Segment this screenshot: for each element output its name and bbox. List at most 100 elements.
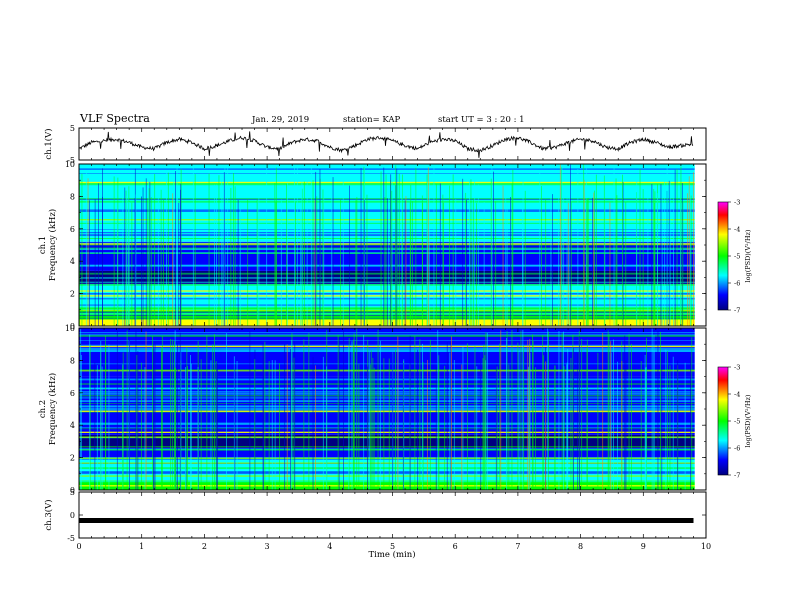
sferic-line (303, 339, 305, 490)
spec-ylabel-line: Frequency (kHz) (47, 373, 58, 445)
sferic-line (383, 167, 385, 326)
sferic-line (435, 183, 437, 326)
sferic-line (266, 168, 268, 326)
sferic-line (161, 336, 163, 490)
sferic-line (89, 344, 91, 490)
y-tick-label: 0 (70, 486, 75, 495)
x-tick-label: 9 (641, 542, 646, 551)
sferic-line (563, 366, 565, 490)
x-tick-label: 5 (390, 542, 395, 551)
sferic-line (402, 362, 404, 490)
sferic-line (512, 169, 514, 326)
sferic-line (415, 167, 417, 326)
sferic-line (654, 191, 656, 326)
sferic-line (315, 171, 317, 326)
sferic-line (197, 366, 199, 490)
sferic-line (294, 341, 296, 490)
sferic-line (353, 333, 355, 490)
sferic-line (567, 203, 569, 326)
sferic-line (657, 193, 658, 326)
sferic-line (101, 366, 103, 490)
sferic-line (160, 189, 162, 326)
colorbar-tick-label: -3 (734, 364, 740, 372)
sferic-line (568, 185, 570, 326)
sferic-line (625, 202, 627, 326)
sferic-line (664, 178, 666, 326)
sferic-line (669, 365, 671, 490)
date-label: Jan. 29, 2019 (251, 115, 309, 125)
sferic-line (690, 195, 692, 326)
sferic-line (480, 357, 482, 490)
sferic-line (682, 202, 684, 326)
sferic-line (230, 188, 232, 326)
sferic-line (624, 335, 626, 490)
y-tick-label: 4 (70, 257, 75, 266)
sferic-line (175, 361, 177, 490)
sferic-line (505, 188, 507, 326)
sferic-line (262, 353, 264, 490)
sferic-line (135, 194, 137, 326)
sferic-line (142, 187, 144, 326)
sferic-line (395, 350, 396, 490)
sferic-line (332, 177, 334, 326)
sferic-line (98, 183, 99, 326)
spectrogram-stripe (79, 333, 706, 335)
sferic-line (291, 339, 293, 490)
sferic-line (499, 343, 501, 490)
sferic-line (194, 174, 196, 326)
sferic-line (186, 347, 188, 490)
sferic-line (154, 341, 156, 490)
sferic-line (570, 202, 572, 326)
sferic-line (397, 336, 399, 490)
sferic-line (236, 361, 238, 490)
sferic-line (319, 169, 321, 326)
sferic-line (680, 189, 681, 326)
sferic-line (221, 175, 223, 326)
sferic-line (216, 363, 218, 490)
sferic-line (665, 349, 667, 490)
sferic-line (676, 169, 678, 326)
x-tick-label: 7 (515, 542, 520, 551)
ch1-wave-ylabel: ch.1(V) (43, 128, 54, 159)
sferic-line (224, 164, 226, 326)
sferic-line (511, 183, 513, 326)
sferic-line (570, 164, 571, 326)
sferic-line (124, 187, 126, 326)
sferic-line (461, 364, 463, 490)
sferic-line (392, 353, 394, 490)
sferic-line (450, 341, 452, 490)
sferic-line (653, 334, 655, 490)
sferic-line (226, 333, 227, 490)
sferic-line (176, 166, 178, 326)
x-axis-label: Time (min) (368, 549, 415, 560)
sferic-line (508, 364, 510, 490)
sferic-line (310, 166, 312, 326)
spectrogram-gap (694, 164, 706, 326)
sferic-line (280, 199, 282, 326)
sferic-line (484, 355, 486, 490)
sferic-line (539, 171, 541, 326)
start-time-label: start UT = 3 : 20 : 1 (438, 115, 525, 125)
x-tick-label: 8 (578, 542, 583, 551)
sferic-line (518, 351, 520, 490)
sferic-line (572, 334, 574, 490)
sferic-line (661, 353, 663, 490)
sferic-line (476, 366, 478, 490)
sferic-line (690, 194, 691, 326)
sferic-line (414, 336, 416, 490)
spectrogram-stripe (79, 350, 706, 352)
sferic-line (152, 336, 153, 490)
sferic-line (613, 339, 614, 490)
sferic-line (192, 164, 194, 326)
sferic-line (552, 194, 553, 326)
sferic-line (337, 334, 339, 490)
sferic-line (559, 164, 561, 326)
sferic-line (331, 192, 333, 326)
sferic-line (157, 191, 159, 326)
sferic-line (647, 186, 649, 326)
sferic-line (527, 339, 529, 490)
sferic-line (223, 172, 225, 326)
sferic-line (579, 336, 580, 490)
sferic-line (567, 349, 569, 490)
sferic-line (386, 198, 388, 326)
